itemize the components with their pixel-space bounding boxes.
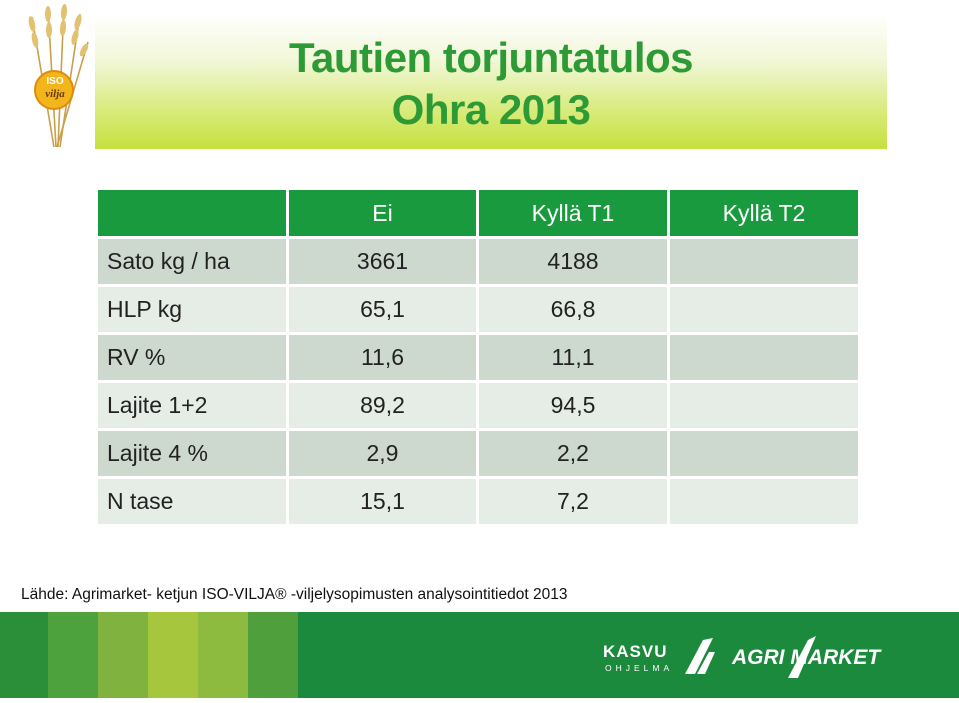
source-note: Lähde: Agrimarket- ketjun ISO-VILJA® -vi… — [21, 586, 568, 603]
agrimarket-logo: AGRI MARKET — [732, 634, 912, 682]
cell-t2 — [667, 476, 861, 527]
table-row: N tase 15,1 7,2 — [95, 476, 861, 527]
cell-ei: 11,6 — [286, 332, 479, 383]
cell-t1: 2,2 — [476, 428, 670, 479]
cell-ei: 89,2 — [286, 380, 479, 431]
table-header-row: Ei Kyllä T1 Kyllä T2 — [95, 187, 861, 239]
row-label: Sato kg / ha — [95, 236, 289, 287]
row-label: N tase — [95, 476, 289, 527]
footer-stripe — [148, 612, 198, 698]
cell-ei: 65,1 — [286, 284, 479, 335]
kasvu-swoosh-icon — [685, 638, 715, 674]
row-label: HLP kg — [95, 284, 289, 335]
footer-band: KASVU OHJELMA AGRI MARKET — [0, 612, 959, 698]
footer-stripe — [48, 612, 98, 698]
row-label: RV % — [95, 332, 289, 383]
cell-ei: 2,9 — [286, 428, 479, 479]
ohjelma-text: OHJELMA — [605, 663, 674, 673]
title-band — [95, 13, 887, 149]
footer-stripe — [248, 612, 298, 698]
page-subtitle: Ohra 2013 — [391, 86, 591, 133]
footer-stripe — [198, 612, 248, 698]
table-row: RV % 11,6 11,1 — [95, 332, 861, 383]
cell-t1: 94,5 — [476, 380, 670, 431]
cell-t1: 11,1 — [476, 332, 670, 383]
row-label: Lajite 4 % — [95, 428, 289, 479]
row-label: Lajite 1+2 — [95, 380, 289, 431]
results-table: Ei Kyllä T1 Kyllä T2 Sato kg / ha 3661 4… — [95, 187, 861, 527]
agrimarket-leaf-icon — [788, 636, 816, 678]
cell-t1: 66,8 — [476, 284, 670, 335]
footer-stripe — [98, 612, 148, 698]
cell-t2 — [667, 284, 861, 335]
cell-t2 — [667, 380, 861, 431]
logo-text-vilja: vilja — [45, 88, 65, 100]
cell-t2 — [667, 236, 861, 287]
header-cell-ei: Ei — [286, 187, 479, 239]
logo-text-iso: ISO — [46, 76, 64, 87]
footer-stripe — [0, 612, 48, 698]
cell-ei: 3661 — [286, 236, 479, 287]
wheat-icon — [28, 4, 89, 148]
kasvu-ohjelma-logo: KASVU OHJELMA — [603, 636, 718, 680]
header-cell-t1: Kyllä T1 — [476, 187, 670, 239]
table-row: Sato kg / ha 3661 4188 — [95, 236, 861, 287]
cell-t1: 7,2 — [476, 476, 670, 527]
cell-t2 — [667, 428, 861, 479]
kasvu-text: KASVU — [603, 642, 668, 661]
table-row: Lajite 4 % 2,9 2,2 — [95, 428, 861, 479]
cell-t1: 4188 — [476, 236, 670, 287]
cell-ei: 15,1 — [286, 476, 479, 527]
table-row: Lajite 1+2 89,2 94,5 — [95, 380, 861, 431]
header-cell-empty — [95, 187, 289, 239]
cell-t2 — [667, 332, 861, 383]
header-cell-t2: Kyllä T2 — [667, 187, 861, 239]
table-row: HLP kg 65,1 66,8 — [95, 284, 861, 335]
page-title: Tautien torjuntatulos — [288, 34, 694, 81]
iso-vilja-logo: ISO vilja — [18, 2, 96, 152]
